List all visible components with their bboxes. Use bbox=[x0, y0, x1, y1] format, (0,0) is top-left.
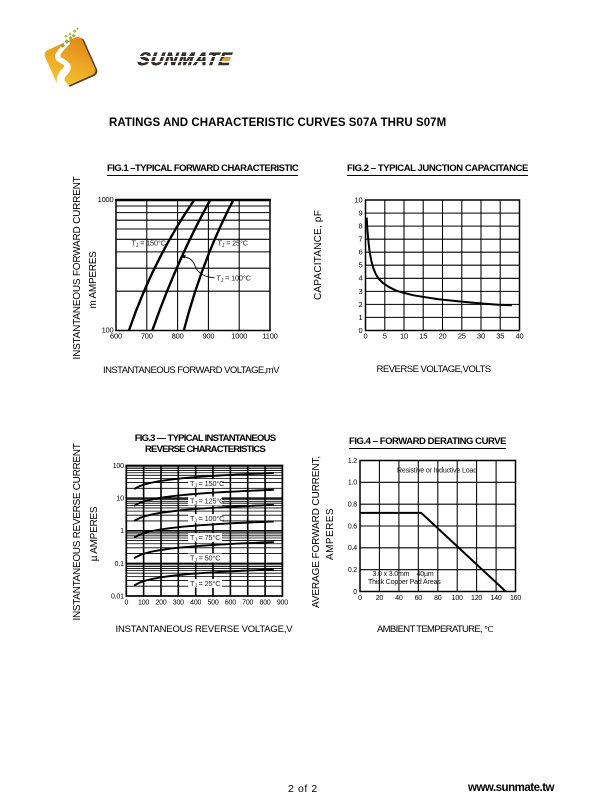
svg-text:15: 15 bbox=[419, 332, 427, 341]
svg-text:160: 160 bbox=[510, 595, 521, 602]
svg-text:9: 9 bbox=[359, 209, 363, 218]
svg-text:900: 900 bbox=[277, 600, 288, 607]
svg-text:35: 35 bbox=[496, 332, 504, 341]
svg-text:140: 140 bbox=[491, 595, 502, 602]
svg-text:800: 800 bbox=[172, 332, 184, 341]
svg-text:TJ = 100°C: TJ = 100°C bbox=[217, 274, 251, 285]
svg-text:25: 25 bbox=[458, 332, 466, 341]
svg-text:4: 4 bbox=[359, 274, 363, 283]
svg-text:0.1: 0.1 bbox=[115, 561, 124, 568]
svg-text:1: 1 bbox=[120, 528, 124, 535]
svg-text:0.2: 0.2 bbox=[348, 567, 357, 574]
svg-text:5: 5 bbox=[383, 332, 387, 341]
svg-text:2: 2 bbox=[359, 300, 363, 309]
svg-text:100: 100 bbox=[138, 600, 149, 607]
svg-text:1000: 1000 bbox=[231, 332, 247, 341]
svg-text:40: 40 bbox=[395, 595, 403, 602]
svg-text:0.8: 0.8 bbox=[348, 502, 357, 509]
svg-text:0: 0 bbox=[358, 595, 362, 602]
svg-text:10: 10 bbox=[400, 332, 408, 341]
svg-text:300: 300 bbox=[173, 600, 184, 607]
svg-text:5: 5 bbox=[359, 261, 363, 270]
svg-text:700: 700 bbox=[141, 332, 153, 341]
svg-text:400: 400 bbox=[190, 600, 201, 607]
svg-text:0.4: 0.4 bbox=[348, 545, 357, 552]
svg-text:TJ = 125°C: TJ = 125°C bbox=[190, 497, 224, 508]
svg-text:30: 30 bbox=[477, 332, 485, 341]
svg-text:0: 0 bbox=[359, 326, 363, 335]
svg-text:100: 100 bbox=[113, 463, 124, 470]
svg-text:TJ = 150°C: TJ = 150°C bbox=[132, 239, 166, 250]
svg-text:TJ = 25°C: TJ = 25°C bbox=[218, 239, 248, 250]
svg-text:1000: 1000 bbox=[98, 195, 114, 204]
svg-text:3.0 x 3.0mm 40µm: 3.0 x 3.0mm 40µm bbox=[373, 571, 434, 578]
svg-text:0: 0 bbox=[364, 332, 368, 341]
svg-text:6: 6 bbox=[359, 248, 363, 257]
svg-text:600: 600 bbox=[110, 332, 122, 341]
svg-text:1100: 1100 bbox=[262, 332, 277, 341]
svg-text:TJ = 150°C: TJ = 150°C bbox=[190, 479, 224, 490]
svg-text:TJ = 75°C: TJ = 75°C bbox=[190, 533, 220, 544]
svg-text:Resistive or Inductive Load: Resistive or Inductive Load bbox=[397, 468, 477, 475]
svg-text:60: 60 bbox=[415, 595, 423, 602]
svg-text:100: 100 bbox=[452, 595, 463, 602]
svg-text:0: 0 bbox=[124, 600, 128, 607]
svg-text:8: 8 bbox=[359, 222, 363, 231]
svg-text:0.6: 0.6 bbox=[348, 523, 357, 530]
svg-text:700: 700 bbox=[242, 600, 253, 607]
svg-text:0.01: 0.01 bbox=[111, 593, 124, 600]
svg-text:600: 600 bbox=[225, 600, 236, 607]
svg-text:80: 80 bbox=[434, 595, 442, 602]
svg-text:500: 500 bbox=[207, 600, 218, 607]
svg-text:10: 10 bbox=[355, 195, 363, 204]
svg-text:120: 120 bbox=[471, 595, 482, 602]
svg-text:TJ = 50°C: TJ = 50°C bbox=[190, 554, 220, 565]
svg-text:800: 800 bbox=[260, 600, 271, 607]
svg-text:10: 10 bbox=[116, 496, 124, 503]
svg-text:TJ = 25°C: TJ = 25°C bbox=[190, 579, 220, 590]
svg-text:1.2: 1.2 bbox=[348, 458, 357, 465]
svg-text:1: 1 bbox=[359, 313, 363, 322]
svg-text:0: 0 bbox=[353, 589, 357, 596]
svg-text:TJ = 100°C: TJ = 100°C bbox=[190, 514, 224, 525]
svg-text:1.0: 1.0 bbox=[348, 480, 357, 487]
svg-text:3: 3 bbox=[359, 287, 363, 296]
svg-text:40: 40 bbox=[516, 332, 524, 341]
svg-text:900: 900 bbox=[202, 332, 214, 341]
svg-text:20: 20 bbox=[376, 595, 384, 602]
svg-text:7: 7 bbox=[359, 235, 363, 244]
svg-text:100: 100 bbox=[102, 326, 114, 335]
svg-text:20: 20 bbox=[439, 332, 447, 341]
svg-text:Thick Copper Pad Areas: Thick Copper Pad Areas bbox=[368, 579, 441, 586]
svg-text:200: 200 bbox=[155, 600, 166, 607]
